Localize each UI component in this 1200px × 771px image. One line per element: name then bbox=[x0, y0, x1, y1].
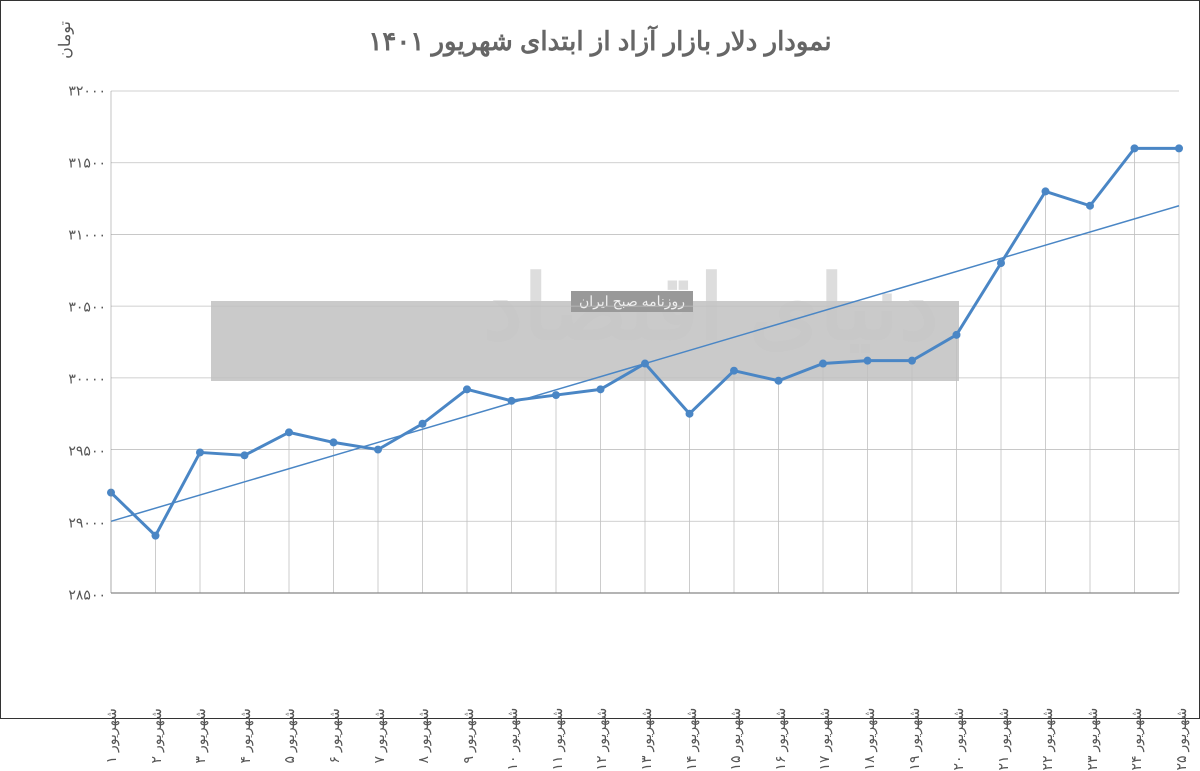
y-tick-label: ۳۰۵۰۰ bbox=[51, 299, 106, 316]
x-tick-label: شهریور ۱۹ bbox=[906, 708, 922, 771]
x-tick-label: شهریور ۹ bbox=[460, 708, 476, 763]
x-tick-label: شهریور ۲۱ bbox=[995, 708, 1011, 771]
y-tick-label: ۲۹۵۰۰ bbox=[51, 443, 106, 460]
x-tick-label: شهریور ۱۴ bbox=[683, 708, 699, 771]
chart-svg bbox=[111, 91, 1179, 593]
x-tick-label: شهریور ۵ bbox=[281, 708, 297, 763]
x-tick-label: شهریور ۴ bbox=[237, 708, 253, 763]
y-tick-label: ۲۹۰۰۰ bbox=[51, 515, 106, 532]
chart-title: نمودار دلار بازار آزاد از ابتدای شهریور … bbox=[1, 26, 1199, 57]
x-tick-label: شهریور ۱۰ bbox=[504, 708, 520, 771]
x-tick-label: شهریور ۷ bbox=[371, 708, 387, 763]
y-tick-label: ۳۱۰۰۰ bbox=[51, 227, 106, 244]
x-tick-label: شهریور ۱۷ bbox=[816, 708, 832, 771]
x-tick-label: شهریور ۶ bbox=[326, 708, 342, 763]
x-tick-label: شهریور ۸ bbox=[415, 708, 431, 763]
x-tick-label: شهریور ۱۶ bbox=[772, 708, 788, 771]
x-tick-label: شهریور ۲۰ bbox=[950, 708, 966, 771]
y-tick-label: ۳۲۰۰۰ bbox=[51, 83, 106, 100]
x-tick-label: شهریور ۲۳ bbox=[1084, 708, 1100, 771]
x-tick-label: شهریور ۳ bbox=[192, 708, 208, 763]
x-tick-label: شهریور ۲۵ bbox=[1173, 708, 1189, 771]
y-tick-label: ۲۸۵۰۰ bbox=[51, 587, 106, 604]
plot-area bbox=[111, 91, 1179, 593]
x-tick-label: شهریور ۱ bbox=[103, 708, 119, 763]
x-tick-label: شهریور ۱۱ bbox=[549, 708, 565, 771]
y-tick-label: ۳۱۵۰۰ bbox=[51, 155, 106, 172]
x-tick-label: شهریور ۱۲ bbox=[593, 708, 609, 771]
x-tick-label: شهریور ۲۲ bbox=[1039, 708, 1055, 771]
x-tick-label: شهریور ۲ bbox=[148, 708, 164, 763]
chart-container: تومان نمودار دلار بازار آزاد از ابتدای ش… bbox=[1, 1, 1199, 718]
y-tick-label: ۳۰۰۰۰ bbox=[51, 371, 106, 388]
x-tick-label: شهریور ۱۳ bbox=[638, 708, 654, 771]
x-tick-label: شهریور ۲۴ bbox=[1128, 708, 1144, 771]
x-tick-label: شهریور ۱۸ bbox=[861, 708, 877, 771]
x-tick-label: شهریور ۱۵ bbox=[727, 708, 743, 771]
